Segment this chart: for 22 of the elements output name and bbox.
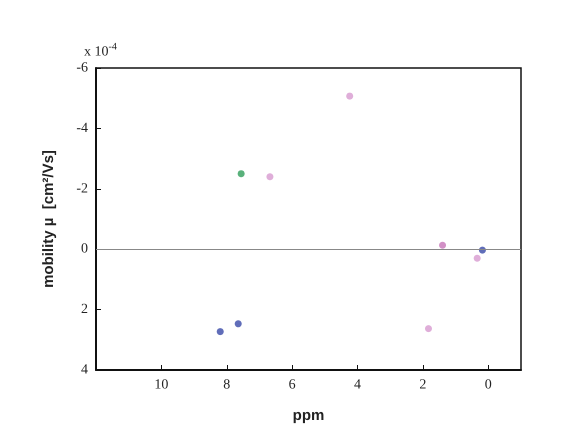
x-tick-label: 10 (154, 378, 168, 392)
y-tick-label: 4 (81, 362, 88, 378)
y-tick-label: -6 (76, 60, 88, 76)
x-tick-label: 6 (288, 378, 296, 392)
x-tick-label: 4 (354, 378, 362, 392)
x-tick-label: 0 (484, 378, 492, 392)
x-tick-label: 8 (223, 378, 230, 392)
point (346, 92, 354, 100)
point (439, 242, 446, 249)
y-axis-title: mobility µ [cm²/Vs] (40, 150, 57, 288)
y-tick-label: 2 (81, 302, 88, 318)
point (234, 320, 242, 328)
y-tick-label: 0 (81, 242, 88, 257)
point (216, 328, 224, 336)
y-tick-label: -4 (76, 120, 88, 136)
point (266, 173, 274, 180)
point (424, 325, 432, 332)
y-tick-label: -2 (76, 181, 88, 196)
point (238, 170, 245, 178)
x-tick-label: 2 (419, 378, 426, 392)
point (474, 254, 481, 262)
x-axis-title: ppm (292, 407, 324, 424)
